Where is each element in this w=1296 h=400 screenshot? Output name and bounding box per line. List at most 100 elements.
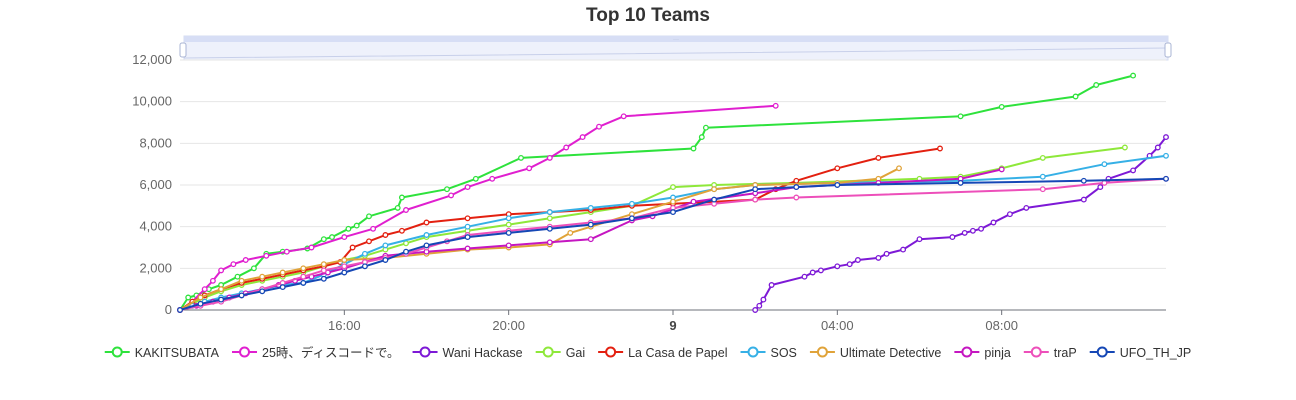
data-point[interactable] bbox=[883, 250, 890, 257]
data-point[interactable] bbox=[197, 300, 204, 307]
data-point[interactable] bbox=[394, 204, 401, 211]
data-point[interactable] bbox=[817, 267, 824, 274]
data-point[interactable] bbox=[403, 248, 409, 255]
data-point[interactable] bbox=[464, 234, 471, 241]
data-point[interactable] bbox=[403, 240, 409, 247]
data-point[interactable] bbox=[320, 236, 327, 243]
data-point[interactable] bbox=[197, 294, 204, 301]
data-point[interactable] bbox=[341, 234, 348, 241]
data-point[interactable] bbox=[690, 145, 697, 152]
data-point[interactable] bbox=[998, 103, 1005, 110]
data-point[interactable] bbox=[1163, 152, 1169, 159]
data-point[interactable] bbox=[596, 123, 602, 130]
data-point[interactable] bbox=[567, 229, 574, 236]
data-point[interactable] bbox=[366, 213, 372, 220]
data-point[interactable] bbox=[259, 288, 266, 295]
data-point[interactable] bbox=[1093, 82, 1100, 88]
data-point[interactable] bbox=[546, 225, 553, 232]
data-point[interactable] bbox=[846, 261, 853, 268]
data-point[interactable] bbox=[308, 244, 315, 251]
data-point[interactable] bbox=[403, 207, 409, 213]
data-point[interactable] bbox=[382, 242, 389, 249]
data-point[interactable] bbox=[1023, 204, 1030, 211]
data-point[interactable] bbox=[809, 269, 816, 276]
data-point[interactable] bbox=[1097, 184, 1104, 191]
data-point[interactable] bbox=[900, 246, 907, 253]
data-point[interactable] bbox=[464, 223, 471, 230]
data-point[interactable] bbox=[916, 236, 923, 243]
data-point[interactable] bbox=[489, 175, 496, 182]
data-point[interactable] bbox=[546, 239, 553, 246]
data-point[interactable] bbox=[263, 252, 270, 259]
data-point[interactable] bbox=[218, 267, 225, 274]
data-point[interactable] bbox=[875, 154, 882, 161]
legend[interactable]: KAKITSUBATA 25時、ディスコードで。 Wani Hackase Gai La… bbox=[104, 345, 1192, 360]
data-point[interactable] bbox=[620, 113, 627, 120]
data-point[interactable] bbox=[423, 232, 430, 238]
data-point[interactable] bbox=[768, 282, 775, 288]
data-point[interactable] bbox=[834, 182, 841, 188]
data-point[interactable] bbox=[349, 244, 356, 251]
data-point[interactable] bbox=[300, 279, 307, 286]
data-point[interactable] bbox=[1006, 211, 1013, 218]
data-point[interactable] bbox=[423, 242, 430, 249]
data-point[interactable] bbox=[937, 145, 943, 152]
data-point[interactable] bbox=[320, 275, 327, 282]
series-line[interactable] bbox=[179, 147, 941, 311]
series-line[interactable] bbox=[179, 154, 1167, 311]
data-point[interactable] bbox=[896, 165, 902, 172]
zoom-handle-right[interactable] bbox=[1164, 42, 1172, 58]
data-point[interactable] bbox=[1039, 173, 1046, 180]
data-point[interactable] bbox=[969, 227, 976, 234]
data-point[interactable] bbox=[990, 219, 997, 226]
data-point[interactable] bbox=[1130, 72, 1137, 79]
data-point[interactable] bbox=[670, 209, 676, 216]
data-point[interactable] bbox=[505, 221, 512, 228]
zoom-handle-left[interactable] bbox=[179, 42, 187, 58]
legend-item[interactable]: Ultimate Detective bbox=[809, 346, 941, 360]
data-point[interactable] bbox=[526, 165, 533, 172]
data-point[interactable] bbox=[366, 238, 372, 245]
series-line[interactable] bbox=[179, 177, 1167, 311]
data-point[interactable] bbox=[587, 221, 594, 228]
series-line[interactable] bbox=[179, 74, 1134, 311]
data-point[interactable] bbox=[1039, 186, 1046, 193]
data-point[interactable] bbox=[670, 184, 676, 191]
zoom-slider[interactable]: ··· bbox=[179, 35, 1172, 61]
data-point[interactable] bbox=[949, 234, 956, 241]
data-point[interactable] bbox=[230, 261, 237, 268]
legend-item[interactable]: Gai bbox=[535, 346, 585, 360]
data-point[interactable] bbox=[320, 267, 327, 274]
series-line[interactable] bbox=[179, 177, 1167, 311]
data-point[interactable] bbox=[752, 186, 759, 193]
data-point[interactable] bbox=[448, 192, 455, 199]
data-point[interactable] bbox=[546, 215, 553, 222]
data-point[interactable] bbox=[300, 273, 307, 280]
data-point[interactable] bbox=[587, 236, 594, 243]
data-point[interactable] bbox=[711, 196, 718, 203]
data-point[interactable] bbox=[341, 263, 348, 270]
data-point[interactable] bbox=[628, 200, 635, 207]
data-point[interactable] bbox=[234, 273, 241, 280]
data-point[interactable] bbox=[698, 134, 705, 141]
data-point[interactable] bbox=[259, 273, 266, 280]
data-point[interactable] bbox=[398, 194, 405, 201]
data-point[interactable] bbox=[505, 229, 512, 236]
data-point[interactable] bbox=[978, 225, 985, 232]
data-point[interactable] bbox=[201, 286, 208, 293]
data-point[interactable] bbox=[185, 294, 192, 301]
data-point[interactable] bbox=[579, 134, 586, 141]
data-point[interactable] bbox=[801, 273, 808, 280]
data-point[interactable] bbox=[382, 257, 389, 263]
data-point[interactable] bbox=[756, 302, 763, 309]
data-point[interactable] bbox=[472, 175, 479, 182]
data-point[interactable] bbox=[760, 296, 767, 303]
legend-item[interactable]: UFO_TH_JP bbox=[1089, 346, 1192, 360]
data-point[interactable] bbox=[793, 177, 800, 184]
data-point[interactable] bbox=[283, 248, 290, 255]
data-point[interactable] bbox=[361, 263, 368, 270]
data-point[interactable] bbox=[854, 257, 861, 263]
data-point[interactable] bbox=[1080, 177, 1087, 184]
data-point[interactable] bbox=[361, 250, 368, 257]
data-point[interactable] bbox=[690, 198, 697, 205]
